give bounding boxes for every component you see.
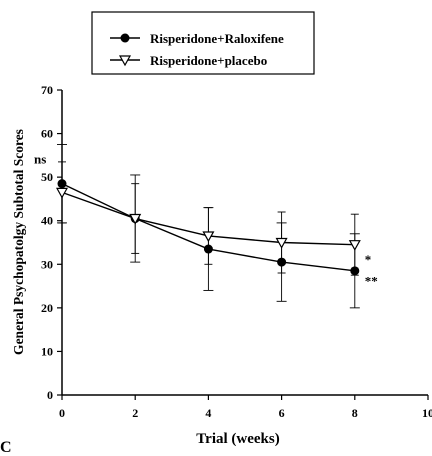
y-tick-label: 0 bbox=[47, 388, 53, 402]
y-axis-label: General Psychopatolgy Subtotal Scores bbox=[11, 129, 26, 355]
y-tick-label: 60 bbox=[41, 127, 53, 141]
data-point bbox=[348, 240, 361, 251]
series-layer bbox=[55, 144, 361, 309]
data-point bbox=[202, 231, 215, 243]
annotation: ** bbox=[365, 274, 378, 289]
annotation: ns bbox=[34, 152, 46, 167]
x-tick-label: 0 bbox=[59, 406, 65, 420]
x-tick-label: 6 bbox=[279, 406, 285, 420]
legend-marker bbox=[118, 55, 132, 67]
x-axis-label: Trial (weeks) bbox=[196, 431, 279, 447]
axes: 0 10 20 30 40 50 60 70 0 2 4 6 8 10 Trial (weeks) Gener… bbox=[0, 83, 432, 456]
x-tick-label: 10 bbox=[422, 406, 432, 420]
x-tick-label: 4 bbox=[205, 406, 211, 420]
data-point bbox=[275, 237, 288, 249]
y-tick-label: 70 bbox=[41, 83, 53, 97]
legend-label: Risperidone+placebo bbox=[150, 53, 267, 68]
y-tick-label: 10 bbox=[41, 344, 53, 358]
legend-marker bbox=[120, 33, 130, 43]
annotations: ns*** bbox=[34, 152, 378, 289]
legend: Risperidone+Raloxifene Risperidone+placeb… bbox=[91, 11, 315, 75]
y-tick-label: 20 bbox=[41, 301, 53, 315]
data-point bbox=[129, 213, 142, 225]
series-1 bbox=[55, 161, 361, 276]
x-tick-label: 8 bbox=[352, 406, 358, 420]
annotation: * bbox=[365, 252, 372, 267]
y-tick-label: 40 bbox=[41, 214, 53, 228]
x-tick-label: 2 bbox=[132, 406, 138, 420]
legend-label: Risperidone+Raloxifene bbox=[150, 31, 284, 46]
panel-label: C bbox=[0, 439, 12, 456]
data-point bbox=[55, 187, 69, 199]
y-tick-label: 30 bbox=[41, 257, 53, 271]
y-tick-label: 50 bbox=[41, 170, 53, 184]
legend-box bbox=[91, 11, 315, 75]
